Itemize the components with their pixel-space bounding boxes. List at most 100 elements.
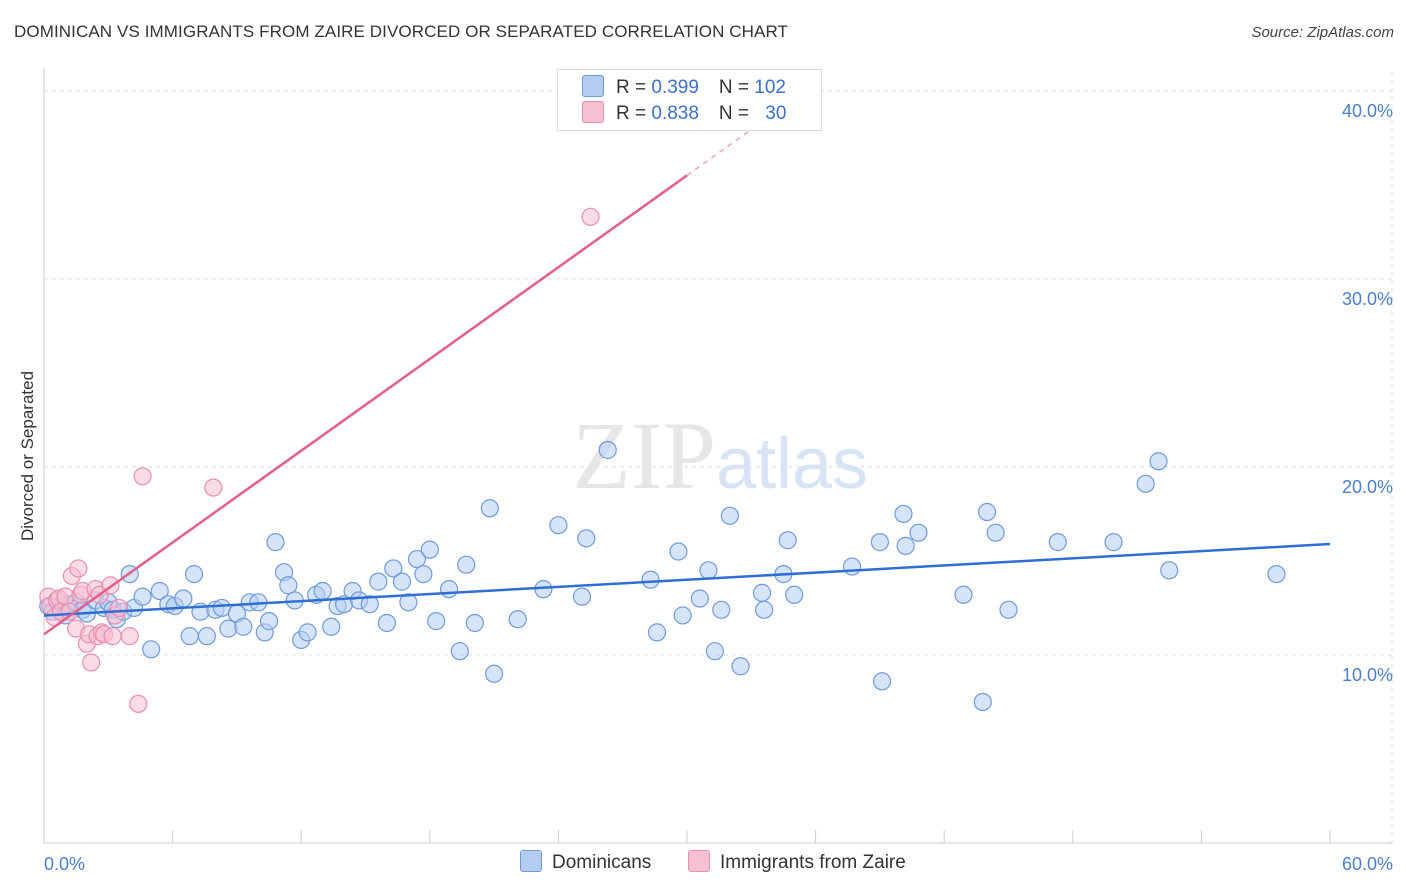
tick-labels: 10.0% 20.0% 30.0% 40.0% 0.0% 60.0%: [44, 101, 1393, 874]
data-point-zaire: [103, 627, 122, 646]
data-point-dominicans: [266, 533, 285, 552]
data-point-zaire: [133, 467, 152, 486]
data-point-dominicans: [909, 523, 928, 542]
data-point-dominicans: [420, 540, 439, 559]
x-tick-label: 0.0%: [44, 854, 85, 874]
data-point-dominicans: [973, 692, 992, 712]
bottom-legend-label: Dominicans: [552, 852, 652, 873]
y-tick-label: 30.0%: [1342, 289, 1393, 309]
y-axis-label: Divorced or Separated: [18, 371, 37, 541]
data-point-dominicans: [712, 600, 731, 619]
data-point-dominicans: [705, 642, 724, 661]
data-point-zaire: [129, 694, 148, 713]
data-point-zaire: [109, 598, 129, 618]
data-point-dominicans: [377, 613, 397, 633]
bottom-legend-zaire: Immigrants from Zaire: [688, 850, 906, 874]
watermark-zip: ZIP: [572, 402, 716, 509]
data-point-dominicans: [369, 572, 388, 591]
data-point-dominicans: [392, 572, 412, 591]
bottom-legend-swatch-pink: [688, 850, 710, 872]
data-point-dominicans: [647, 623, 667, 642]
data-point-dominicans: [986, 523, 1005, 542]
data-point-dominicans: [752, 583, 772, 602]
data-point-dominicans: [219, 619, 238, 638]
data-point-dominicans: [896, 536, 915, 555]
legend-n-label: N =: [718, 103, 755, 124]
data-point-zaire: [69, 559, 88, 578]
data-point-dominicans: [731, 657, 750, 676]
axes: [43, 68, 1392, 844]
legend-r-value: 0.838: [651, 103, 699, 124]
data-point-dominicans: [197, 627, 216, 646]
data-point-dominicans: [485, 664, 504, 683]
data-point-dominicans: [439, 580, 459, 599]
data-point-dominicans: [872, 672, 892, 691]
data-point-dominicans: [234, 617, 253, 636]
watermark: ZIPatlas: [572, 402, 868, 509]
bottom-legend-label: Immigrants from Zaire: [720, 852, 906, 873]
data-point-zaire: [120, 627, 139, 646]
bottom-legend-dominicans: Dominicans: [520, 850, 651, 874]
data-point-dominicans: [572, 587, 592, 606]
chart-title: DOMINICAN VS IMMIGRANTS FROM ZAIRE DIVOR…: [14, 22, 789, 41]
source-credit: Source: ZipAtlas.com: [1251, 24, 1394, 41]
data-point-dominicans: [1104, 533, 1123, 552]
y-tick-label: 10.0%: [1342, 665, 1393, 685]
data-point-dominicans: [842, 557, 862, 576]
data-point-dominicans: [1160, 561, 1179, 580]
legend-swatch-pink: [582, 101, 604, 123]
legend-n-label: N =: [718, 77, 755, 98]
data-point-dominicans: [778, 531, 797, 550]
data-point-dominicans: [894, 504, 913, 524]
y-tick-label: 20.0%: [1342, 477, 1393, 497]
data-point-dominicans: [450, 642, 469, 661]
data-point-dominicans: [755, 600, 774, 619]
bottom-legend-swatch-blue: [520, 850, 542, 872]
data-point-dominicans: [322, 617, 341, 636]
data-point-dominicans: [669, 542, 688, 561]
data-point-dominicans: [999, 600, 1018, 619]
legend-r-label: R =: [616, 103, 652, 124]
data-point-dominicans: [180, 627, 199, 646]
legend-row-dominicans: R = 0.399 N = 102: [582, 75, 786, 101]
data-point-dominicans: [508, 610, 527, 629]
data-point-dominicans: [1149, 452, 1168, 471]
data-point-dominicans: [699, 561, 718, 580]
data-point-dominicans: [785, 585, 804, 604]
legend-row-zaire: R = 0.838 N = 30: [582, 101, 786, 127]
data-point-dominicans: [720, 506, 739, 525]
data-point-dominicans: [954, 585, 973, 604]
data-point-dominicans: [133, 587, 152, 606]
data-point-dominicans: [313, 581, 332, 601]
trend-line-dominicans: [43, 542, 1331, 617]
data-point-dominicans: [384, 559, 403, 578]
data-point-zaire: [56, 587, 75, 606]
data-point-dominicans: [279, 576, 298, 595]
data-point-zaire: [60, 602, 79, 621]
data-point-dominicans: [407, 549, 427, 569]
data-point-dominicans: [465, 613, 484, 633]
data-point-dominicans: [641, 570, 660, 589]
legend-r-label: R =: [616, 77, 652, 98]
data-point-dominicans: [259, 612, 279, 631]
legend-n-value: 102: [754, 77, 786, 98]
stats-legend: R = 0.399 N = 102 R = 0.838 N = 30: [557, 69, 822, 131]
data-point-dominicans: [1048, 533, 1067, 552]
data-point-dominicans: [174, 589, 193, 608]
data-point-dominicans: [870, 533, 890, 552]
data-point-zaire: [82, 653, 101, 672]
data-point-dominicans: [598, 440, 617, 460]
x-tick-label: 60.0%: [1342, 854, 1393, 874]
data-point-dominicans: [414, 564, 433, 584]
series-immigrants-from-zaire: [39, 207, 600, 713]
data-point-dominicans: [427, 612, 446, 631]
legend-r-value: 0.399: [651, 77, 699, 98]
data-point-dominicans: [480, 499, 499, 518]
data-point-dominicans: [577, 529, 596, 548]
watermark-atlas: atlas: [716, 424, 868, 504]
data-point-dominicans: [142, 640, 161, 659]
data-point-dominicans: [977, 502, 997, 522]
data-point-dominicans: [298, 623, 317, 642]
data-point-dominicans: [184, 564, 204, 584]
